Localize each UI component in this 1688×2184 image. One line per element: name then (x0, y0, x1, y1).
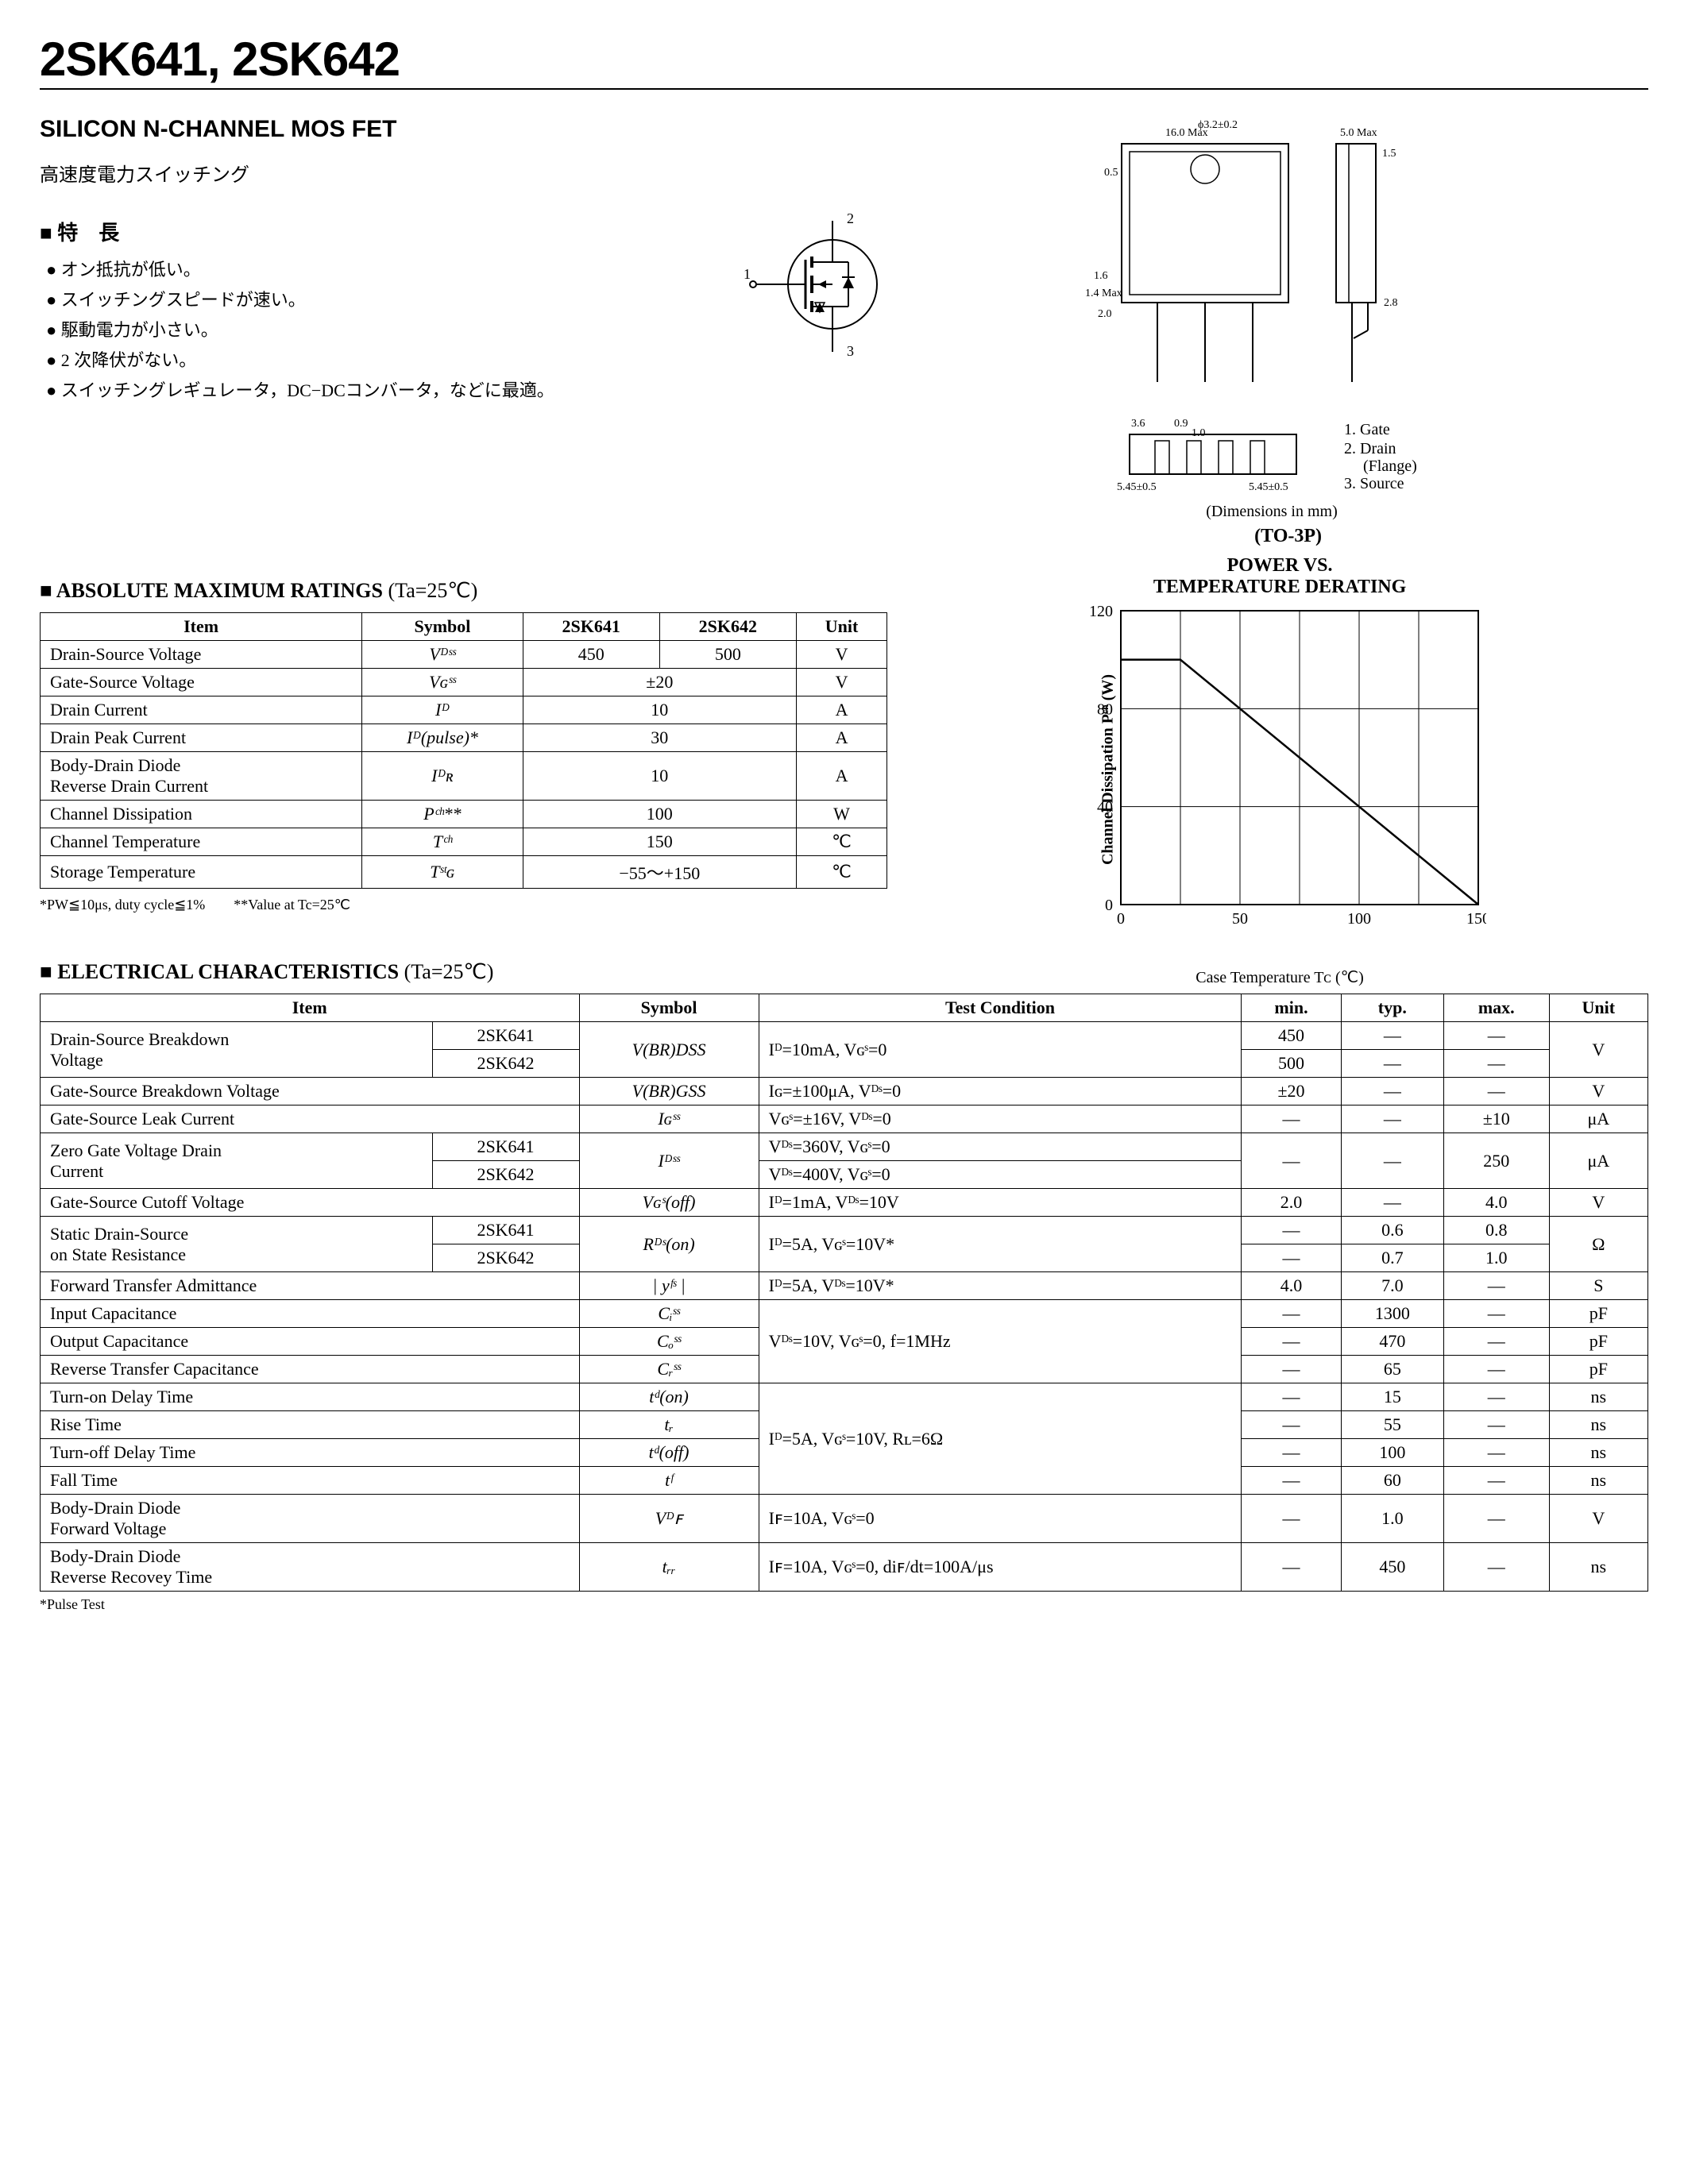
circuit-symbol-diagram: 2 3 1 (729, 193, 904, 407)
svg-text:5.45±0.5: 5.45±0.5 (1117, 481, 1157, 493)
svg-text:150: 150 (1466, 910, 1486, 928)
derating-chart: Channel Dissipation Pᶜʰ (W) 050100150408… (1073, 603, 1486, 936)
svg-text:120: 120 (1089, 603, 1113, 620)
svg-text:1.6: 1.6 (1094, 270, 1108, 282)
package-name: (TO-3P) (928, 526, 1648, 547)
pin2-label: 2 (847, 210, 854, 226)
jp-description: 高速度電力スイッチング (40, 159, 904, 187)
svg-text:(Flange): (Flange) (1363, 457, 1417, 475)
svg-text:50: 50 (1232, 910, 1248, 928)
svg-text:5.0 Max: 5.0 Max (1340, 127, 1377, 139)
amr-notes: *PW≦10μs, duty cycle≦1% **Value at Tc=25… (40, 893, 887, 914)
svg-text:0: 0 (1117, 910, 1125, 928)
elec-note: *Pulse Test (40, 1596, 1648, 1613)
svg-text:3. Source: 3. Source (1344, 475, 1404, 492)
page-title: 2SK641, 2SK642 (40, 32, 1648, 90)
svg-text:2. Drain: 2. Drain (1344, 440, 1396, 457)
svg-text:0.5: 0.5 (1104, 167, 1118, 179)
svg-text:100: 100 (1347, 910, 1371, 928)
subtitle: SILICON N-CHANNEL MOS FET (40, 116, 904, 143)
svg-text:1. Gate: 1. Gate (1344, 421, 1390, 438)
svg-text:ϕ3.2±0.2: ϕ3.2±0.2 (1198, 119, 1238, 131)
svg-text:1.0: 1.0 (1192, 427, 1206, 439)
dim-note: (Dimensions in mm) (1206, 503, 1648, 521)
chart-title: POWER VS.TEMPERATURE DERATING (911, 555, 1648, 598)
svg-text:0: 0 (1105, 897, 1113, 914)
feature-item: オン抵抗が低い。 (46, 256, 682, 281)
feature-item: 駆動電力が小さい。 (46, 316, 682, 341)
svg-text:3.6: 3.6 (1131, 418, 1145, 430)
feature-item: 2 次降伏がない。 (46, 346, 682, 372)
svg-text:0.9: 0.9 (1174, 418, 1188, 430)
package-outline-diagram: 16.0 Max ϕ3.2±0.2 5.0 Max 1.5 0.5 1.6 1.… (928, 96, 1648, 547)
svg-text:2.0: 2.0 (1098, 308, 1112, 320)
pin3-label: 3 (847, 343, 854, 359)
svg-text:1.4 Max: 1.4 Max (1085, 287, 1122, 299)
svg-text:2.8 1.0±0.2 0.: 2.8 1.0±0.2 0.6±0.2 14.9±0.2 20.1Max 1.0… (1384, 297, 1398, 309)
svg-text:1.5: 1.5 (1382, 148, 1396, 160)
feature-item: スイッチングレギュレータ，DC−DCコンバータ，などに最適。 (46, 376, 682, 402)
elec-table: ItemSymbolTest Conditionmin.typ.max.Unit… (40, 994, 1648, 1592)
pin1-label: 1 (744, 266, 751, 282)
amr-heading: ABSOLUTE MAXIMUM RATINGS (Ta=25℃) (40, 579, 887, 603)
features-heading: 特 長 (40, 217, 682, 246)
feature-item: スイッチングスピードが速い。 (46, 286, 682, 311)
svg-text:5.45±0.5: 5.45±0.5 (1249, 481, 1288, 493)
amr-table: ItemSymbol2SK6412SK642UnitDrain-Source V… (40, 612, 887, 889)
